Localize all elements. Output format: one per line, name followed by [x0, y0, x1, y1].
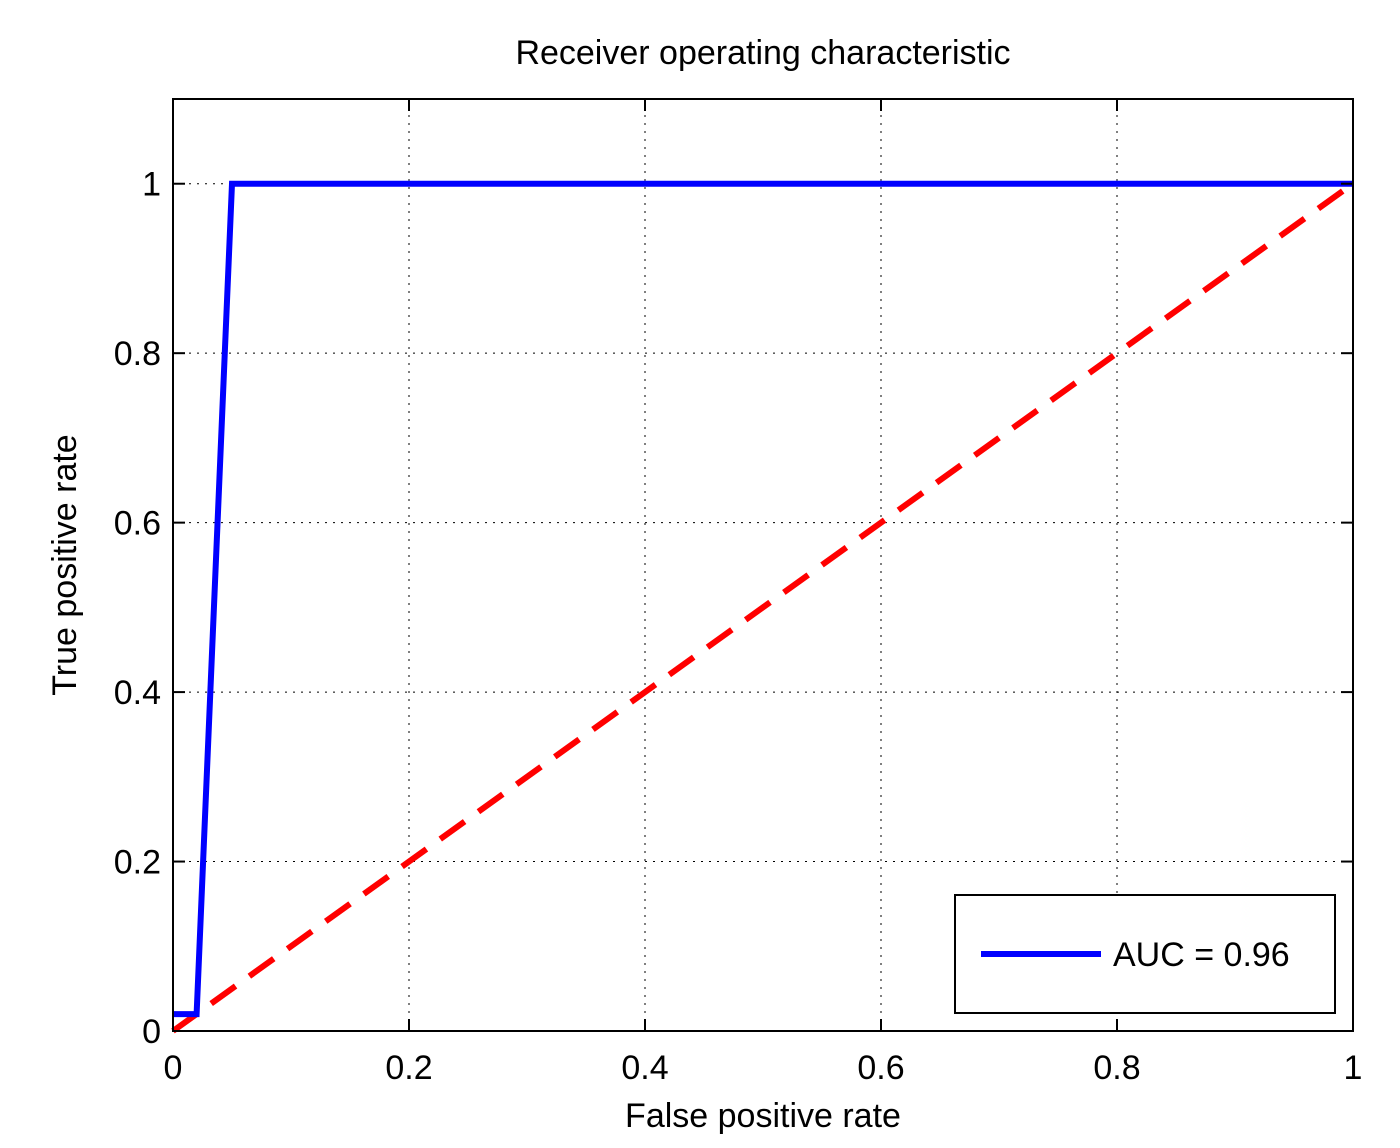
y-tick-label: 0.4	[114, 674, 161, 712]
plot-frame	[172, 98, 1354, 1032]
legend-label: AUC = 0.96	[1113, 936, 1290, 974]
x-tick-label: 0	[164, 1049, 183, 1087]
grid-lines	[173, 99, 1353, 1031]
series-layer	[171, 180, 1355, 1034]
roc-curve-line	[173, 180, 1353, 1018]
x-tick-label: 0.4	[621, 1049, 668, 1087]
x-tick-label: 0.6	[857, 1049, 904, 1087]
y-tick-label: 1	[142, 166, 161, 204]
legend: AUC = 0.96	[954, 894, 1336, 1014]
x-axis-label: False positive rate	[625, 1097, 901, 1135]
y-tick-label: 0	[142, 1013, 161, 1051]
x-tick-label: 1	[1344, 1049, 1363, 1087]
y-tick-label: 0.6	[114, 505, 161, 543]
x-tick-label: 0.8	[1093, 1049, 1140, 1087]
tick-labels: 0 0.2 0.4 0.6 0.8 1 0 0.2 0.4 0.6 0.8 1	[114, 166, 1363, 1087]
y-tick-label: 0.8	[114, 335, 161, 373]
reference-diagonal-line	[171, 181, 1355, 1034]
x-tick-label: 0.2	[385, 1049, 432, 1087]
chart-title: Receiver operating characteristic	[515, 34, 1010, 72]
y-axis-label: True positive rate	[46, 434, 84, 695]
y-tick-label: 0.2	[114, 844, 161, 882]
axis-ticks	[172, 99, 1354, 1032]
